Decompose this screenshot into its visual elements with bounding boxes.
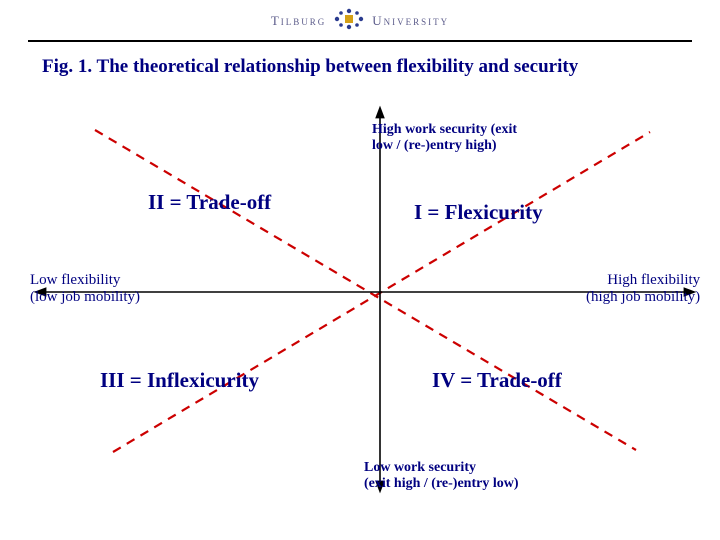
quadrant-3-label: III = Inflexicurity (100, 368, 259, 392)
axis-label-top: High work security (exit low / (re-)entr… (372, 122, 517, 154)
quadrant-diagram: High work security (exit low / (re-)entr… (0, 82, 720, 512)
university-logo-icon (332, 8, 366, 34)
quadrant-2-label: II = Trade-off (148, 190, 271, 214)
axis-label-left: Low flexibility (low job mobility) (30, 272, 140, 307)
university-left: Tilburg (271, 13, 326, 29)
axis-label-right: High flexibility (high job mobility) (586, 272, 700, 307)
figure-title: Fig. 1. The theoretical relationship bet… (42, 56, 720, 78)
quadrant-4-label: IV = Trade-off (432, 368, 562, 392)
header-rule (28, 40, 692, 42)
university-name: Tilburg University (271, 8, 449, 34)
university-right: University (372, 13, 449, 29)
header: Tilburg University (0, 0, 720, 34)
quadrant-1-label: I = Flexicurity (414, 200, 543, 224)
axis-label-bottom: Low work security (exit high / (re-)entr… (364, 460, 518, 492)
